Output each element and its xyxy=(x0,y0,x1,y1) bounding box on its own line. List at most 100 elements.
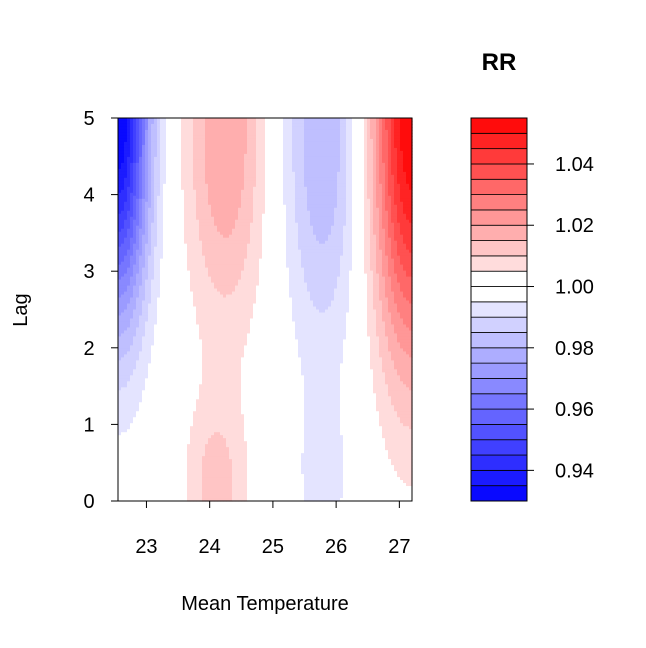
contour-cell xyxy=(202,207,206,212)
contour-cell xyxy=(202,225,206,230)
contour-cell xyxy=(175,141,179,146)
contour-cell xyxy=(127,441,131,445)
contour-cell xyxy=(232,384,236,388)
contour-cell xyxy=(223,234,227,239)
contour-cell xyxy=(208,393,212,397)
contour-cell xyxy=(121,480,125,484)
contour-cell xyxy=(208,480,212,484)
contour-cell xyxy=(211,219,215,224)
contour-cell xyxy=(211,126,215,131)
contour-cell xyxy=(148,294,152,299)
contour-cell xyxy=(121,390,125,394)
contour-cell xyxy=(184,264,188,269)
contour-cell xyxy=(232,399,236,403)
contour-cell xyxy=(208,126,212,131)
contour-cell xyxy=(193,276,197,281)
contour-cell xyxy=(181,321,185,326)
contour-cell xyxy=(148,240,152,245)
contour-cell xyxy=(151,192,155,197)
contour-cell xyxy=(130,288,134,293)
contour-cell xyxy=(217,171,221,176)
contour-cell xyxy=(223,435,227,439)
contour-cell xyxy=(229,492,233,496)
contour-cell xyxy=(226,246,230,251)
contour-cell xyxy=(154,249,158,254)
contour-cell xyxy=(220,165,224,170)
contour-cell xyxy=(166,246,170,251)
contour-cell xyxy=(223,351,227,355)
contour-cell xyxy=(226,180,230,185)
contour-cell xyxy=(217,333,221,338)
contour-cell xyxy=(193,327,197,332)
contour-cell xyxy=(133,279,137,284)
contour-cell xyxy=(190,294,194,299)
contour-cell xyxy=(175,324,179,329)
contour-cell xyxy=(202,261,206,266)
contour-cell xyxy=(121,462,125,466)
contour-cell xyxy=(229,156,233,161)
contour-cell xyxy=(139,432,143,436)
contour-cell xyxy=(121,138,125,143)
contour-cell xyxy=(133,435,137,439)
contour-cell xyxy=(127,258,131,263)
contour-cell xyxy=(229,123,233,128)
contour-cell xyxy=(202,381,206,385)
contour-cell xyxy=(172,453,176,457)
contour-cell xyxy=(208,405,212,409)
contour-cell xyxy=(196,135,200,140)
contour-cell xyxy=(220,315,224,320)
contour-cell xyxy=(145,498,149,502)
contour-cell xyxy=(226,282,230,287)
contour-cell xyxy=(217,420,221,424)
contour-cell xyxy=(124,249,128,254)
contour-cell xyxy=(157,126,161,131)
contour-cell xyxy=(220,489,224,493)
contour-cell xyxy=(154,372,158,376)
contour-cell xyxy=(232,186,236,191)
contour-cell xyxy=(193,267,197,272)
contour-cell xyxy=(217,297,221,302)
contour-cell xyxy=(130,153,134,158)
contour-cell xyxy=(157,174,161,179)
contour-cell xyxy=(163,432,167,436)
contour-cell xyxy=(169,216,173,221)
contour-cell xyxy=(124,294,128,299)
contour-cell xyxy=(187,420,191,424)
contour-cell xyxy=(160,297,164,302)
contour-cell xyxy=(232,414,236,418)
contour-cell xyxy=(211,198,215,203)
contour-cell xyxy=(160,285,164,290)
contour-cell xyxy=(139,414,143,418)
contour-cell xyxy=(145,285,149,290)
contour-cell xyxy=(127,399,131,403)
contour-cell xyxy=(127,471,131,475)
contour-cell xyxy=(205,462,209,466)
contour-cell xyxy=(130,312,134,317)
contour-cell xyxy=(175,474,179,478)
contour-cell xyxy=(211,330,215,335)
contour-cell xyxy=(121,252,125,257)
contour-cell xyxy=(193,441,197,445)
contour-cell xyxy=(145,252,149,257)
contour-cell xyxy=(211,270,215,275)
contour-cell xyxy=(232,118,236,122)
contour-cell xyxy=(169,390,173,394)
contour-cell xyxy=(160,213,164,218)
contour-cell xyxy=(130,333,134,338)
contour-cell xyxy=(223,189,227,194)
contour-cell xyxy=(163,141,167,146)
contour-cell xyxy=(181,159,185,164)
contour-cell xyxy=(145,300,149,305)
contour-cell xyxy=(166,420,170,424)
contour-cell xyxy=(193,297,197,302)
contour-cell xyxy=(193,471,197,475)
contour-cell xyxy=(151,387,155,391)
contour-cell xyxy=(127,444,131,448)
contour-cell xyxy=(148,354,152,358)
contour-cell xyxy=(151,159,155,164)
contour-cell xyxy=(175,300,179,305)
contour-cell xyxy=(181,162,185,167)
contour-cell xyxy=(211,118,215,122)
contour-cell xyxy=(145,219,149,224)
contour-cell xyxy=(142,375,146,379)
